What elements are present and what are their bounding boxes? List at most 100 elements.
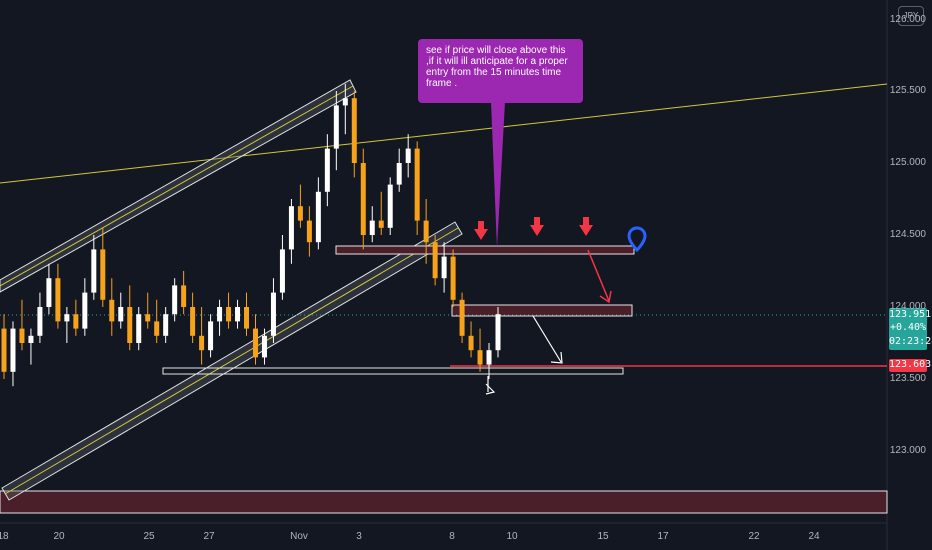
candle-body[interactable] [486, 350, 492, 365]
red-level-value: 123.603 [889, 359, 932, 370]
price-label-123000: 123.000 [889, 445, 926, 456]
candle-body[interactable] [244, 307, 250, 329]
candle-body[interactable] [73, 314, 79, 329]
candle-body[interactable] [199, 335, 205, 351]
candle-body[interactable] [315, 191, 321, 243]
candle-body[interactable] [351, 98, 357, 163]
bar-countdown: 02:23:28 [889, 336, 932, 347]
candle-body[interactable] [235, 307, 241, 322]
date-label-22: 22 [748, 531, 760, 542]
candle-body[interactable] [450, 256, 456, 300]
price-label-125500: 125.500 [889, 85, 926, 96]
candle-body[interactable] [324, 148, 330, 192]
candle-body[interactable] [226, 307, 232, 322]
candle-body[interactable] [208, 321, 214, 351]
red-projection-arrow[interactable] [587, 249, 612, 304]
change-percent: +0.40% [889, 322, 927, 333]
red-level-tag-bg [889, 359, 927, 372]
candle-body[interactable] [46, 278, 52, 307]
candle-body[interactable] [190, 307, 196, 336]
date-label-25: 25 [143, 531, 155, 542]
resistance-zone[interactable] [335, 245, 635, 255]
candle-body[interactable] [172, 285, 178, 315]
candle-body[interactable] [136, 314, 142, 343]
candle-body[interactable] [64, 314, 70, 322]
demand-zone[interactable] [0, 490, 888, 514]
candle-body[interactable] [118, 307, 124, 322]
date-label-17: 17 [657, 531, 669, 542]
down-arrow-marker-2[interactable] [530, 217, 544, 236]
candle-body[interactable] [145, 314, 151, 322]
candle-body[interactable] [468, 335, 474, 351]
date-label-20: 20 [53, 531, 65, 542]
current-price-value: 123.951 [889, 309, 932, 320]
price-label-126000: 126.000 [889, 14, 926, 25]
price-label-124000: 124.000 [889, 301, 926, 312]
date-label-8: 8 [449, 531, 455, 542]
date-label-nov: Nov [290, 531, 308, 542]
candle-body[interactable] [297, 206, 303, 221]
candle-body[interactable] [441, 256, 447, 279]
candle-body[interactable] [342, 98, 348, 106]
white-projection-arrow[interactable] [532, 315, 563, 364]
date-label-3: 3 [356, 531, 362, 542]
candle-body[interactable] [288, 206, 294, 250]
candle-body[interactable] [154, 321, 160, 336]
candle-body[interactable] [423, 220, 429, 243]
date-label-24: 24 [808, 531, 820, 542]
currency-badge[interactable]: JPY [898, 6, 924, 26]
price-label-125000: 125.000 [889, 157, 926, 168]
down-arrow-marker-1[interactable] [474, 221, 488, 240]
candle-body[interactable] [1, 328, 7, 372]
candle-body[interactable] [261, 335, 267, 358]
candle-body[interactable] [252, 328, 258, 358]
support-zone[interactable] [162, 367, 624, 375]
candle-body[interactable] [55, 278, 61, 322]
candle-body[interactable] [28, 335, 34, 343]
upper-trendline[interactable] [0, 83, 888, 184]
current-price-tag-bg [889, 308, 927, 350]
price-label-124500: 124.500 [889, 229, 926, 240]
candle-body[interactable] [396, 163, 402, 185]
candle-body[interactable] [19, 328, 25, 343]
candle-body[interactable] [91, 249, 97, 293]
callout-pointer [491, 102, 505, 248]
candle-body[interactable] [378, 220, 384, 228]
candle-body[interactable] [127, 307, 133, 343]
callout-note[interactable]: see if price will close above this ,if i… [418, 39, 583, 103]
candle-body[interactable] [279, 249, 285, 293]
candle-body[interactable] [495, 314, 501, 351]
date-label-15: 15 [597, 531, 609, 542]
candle-body[interactable] [82, 292, 88, 329]
candle-body[interactable] [360, 163, 366, 235]
down-arrow-marker-3[interactable] [579, 217, 593, 236]
candles [1, 83, 501, 387]
supply-zone[interactable] [451, 304, 633, 317]
candle-body[interactable] [37, 307, 43, 336]
candle-body[interactable] [477, 350, 483, 365]
upper-channel[interactable] [0, 79, 357, 293]
candle-body[interactable] [217, 307, 223, 322]
price-label-123500: 123.500 [889, 373, 926, 384]
location-pin-icon[interactable] [627, 216, 647, 253]
candle-body[interactable] [163, 314, 169, 336]
candle-body[interactable] [387, 184, 393, 228]
candle-body[interactable] [109, 299, 115, 322]
candle-body[interactable] [405, 148, 411, 163]
small-down-arrow[interactable] [485, 376, 496, 395]
candle-body[interactable] [306, 220, 312, 243]
candle-body[interactable] [181, 285, 187, 307]
candle-body[interactable] [10, 328, 16, 372]
candle-body[interactable] [369, 220, 375, 235]
candle-body[interactable] [100, 249, 106, 300]
candle-body[interactable] [432, 242, 438, 279]
date-label-27: 27 [203, 531, 215, 542]
candle-body[interactable] [270, 292, 276, 336]
candle-body[interactable] [414, 148, 420, 221]
lower-channel[interactable] [1, 221, 463, 501]
date-label-10: 10 [506, 531, 518, 542]
candle-body[interactable] [333, 105, 339, 149]
candle-body[interactable] [459, 299, 465, 336]
date-label-18: 18 [0, 531, 9, 542]
